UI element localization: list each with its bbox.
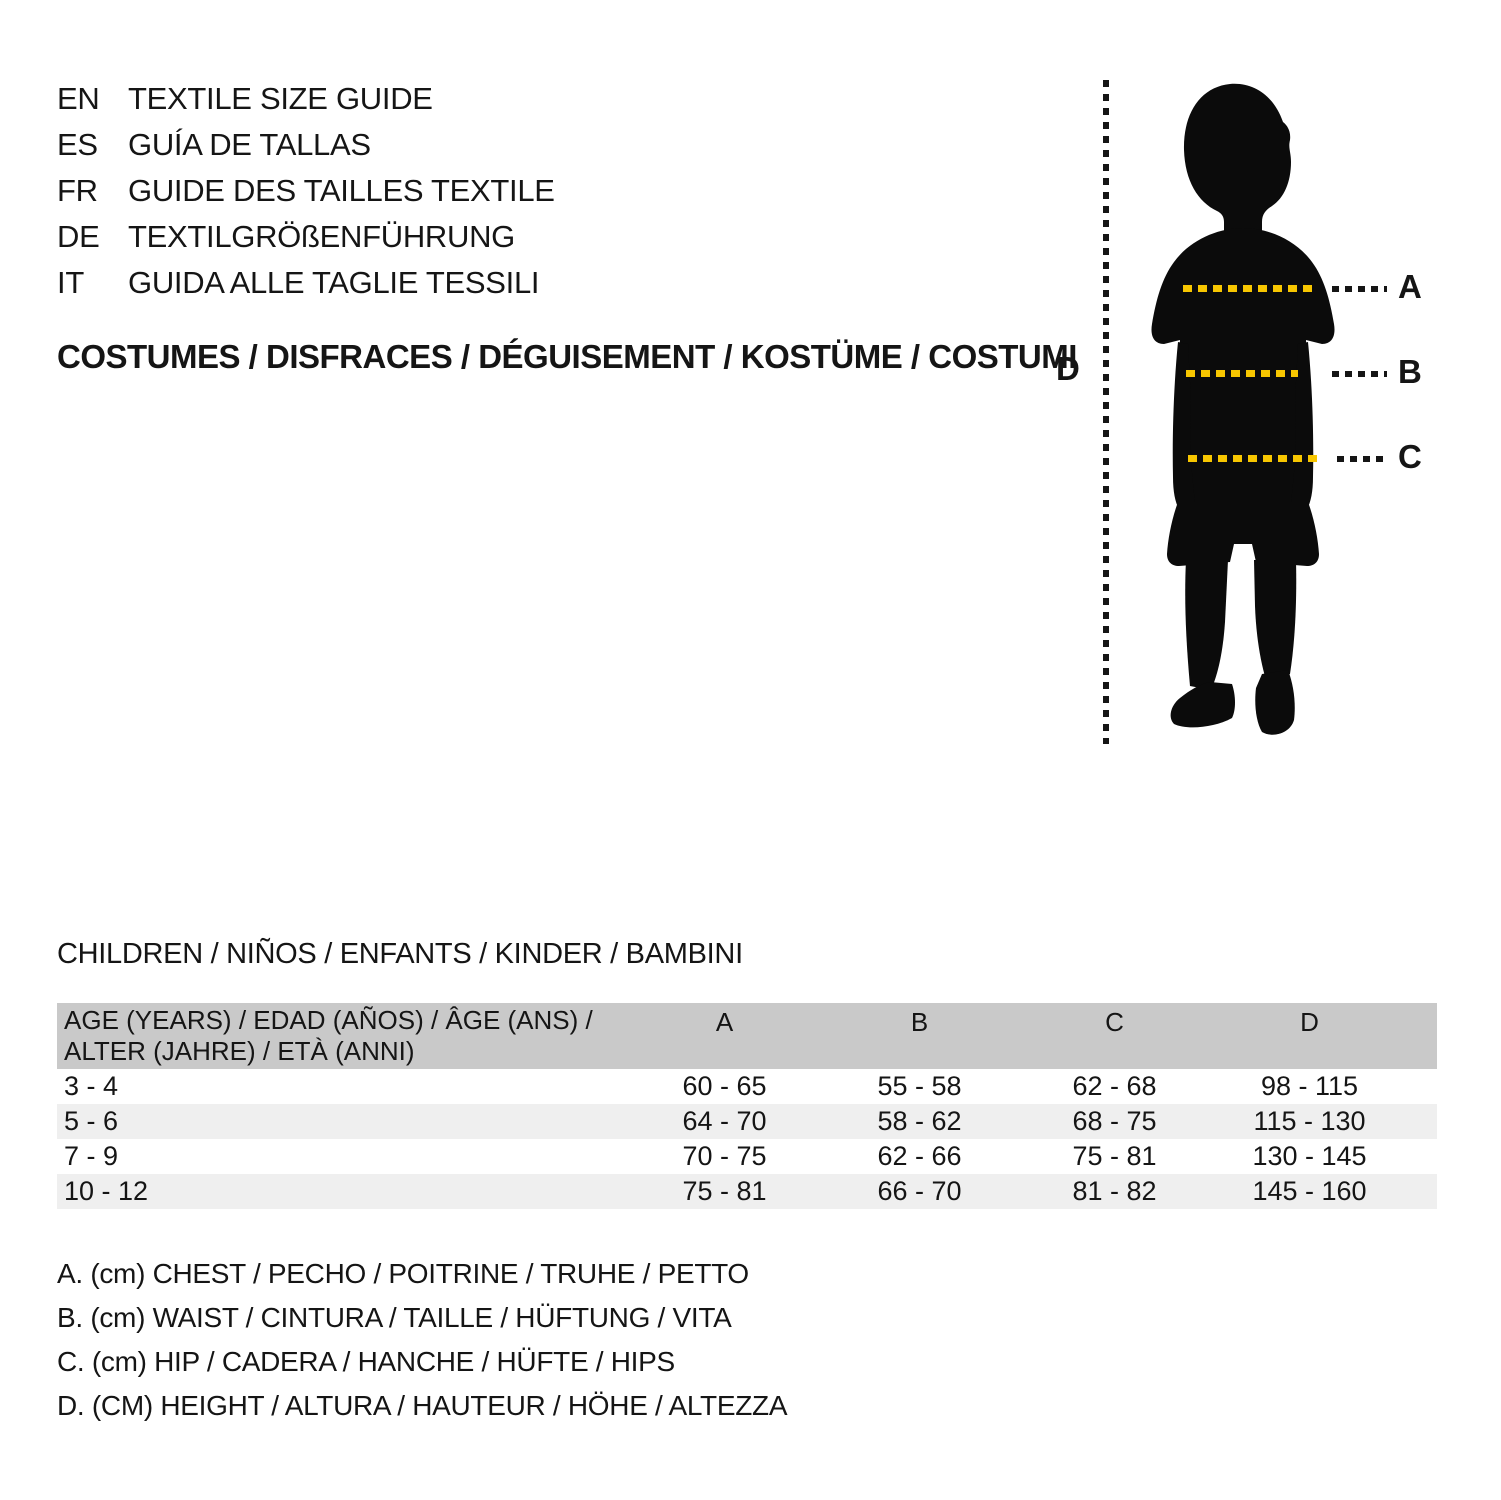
legend-chest: A. (cm) CHEST / PECHO / POITRINE / TRUHE… (57, 1258, 749, 1289)
hip-cell: 62 - 68 (1072, 1071, 1157, 1101)
silhouette-shorts (1167, 502, 1319, 566)
category-title: COSTUMES / DISFRACES / DÉGUISEMENT / KOS… (57, 338, 1077, 375)
waist-cell: 62 - 66 (877, 1141, 962, 1171)
hip-leader-line (1337, 456, 1387, 462)
size-table-body: 3 - 4 60 - 65 55 - 58 62 - 68 98 - 115 5… (57, 1069, 1437, 1209)
hip-measure-line (1188, 455, 1318, 462)
chest-cell: 64 - 70 (682, 1106, 767, 1136)
lang-row-de: DE TEXTILGRÖßENFÜHRUNG (57, 214, 555, 260)
chest-cell: 60 - 65 (682, 1071, 767, 1101)
legend-waist: B. (cm) WAIST / CINTURA / TAILLE / HÜFTU… (57, 1302, 732, 1333)
lang-label-de: TEXTILGRÖßENFÜHRUNG (128, 219, 515, 254)
age-cell: 3 - 4 (64, 1071, 119, 1101)
language-title-block: EN TEXTILE SIZE GUIDE ES GUÍA DE TALLAS … (57, 76, 555, 306)
hip-cell: 75 - 81 (1072, 1141, 1157, 1171)
legend-height: D. (CM) HEIGHT / ALTURA / HAUTEUR / HÖHE… (57, 1390, 788, 1421)
height-cell: 130 - 145 (1252, 1141, 1367, 1171)
lang-code-es: ES (57, 127, 98, 162)
height-cell: 115 - 130 (1253, 1106, 1366, 1136)
waist-leader-line (1332, 371, 1387, 377)
size-table: AGE (YEARS) / EDAD (AÑOS) / ÂGE (ANS) / … (57, 1003, 1437, 1209)
lang-code-en: EN (57, 81, 100, 116)
table-row: 3 - 4 60 - 65 55 - 58 62 - 68 98 - 115 (57, 1069, 1437, 1104)
column-header-d: D (1300, 1007, 1319, 1037)
lang-row-fr: FR GUIDE DES TAILLES TEXTILE (57, 168, 555, 214)
height-dotted-line (1103, 80, 1109, 744)
waist-measure-line (1186, 370, 1298, 377)
chest-leader-line (1332, 286, 1387, 292)
chest-cell: 75 - 81 (682, 1176, 767, 1206)
lang-label-fr: GUIDE DES TAILLES TEXTILE (128, 173, 555, 208)
age-header-line1: AGE (YEARS) / EDAD (AÑOS) / ÂGE (ANS) / (64, 1005, 593, 1035)
lang-code-de: DE (57, 219, 100, 254)
section-title-children: CHILDREN / NIÑOS / ENFANTS / KINDER / BA… (57, 938, 743, 970)
measurement-legend: A. (cm) CHEST / PECHO / POITRINE / TRUHE… (57, 1252, 788, 1428)
waist-cell: 58 - 62 (877, 1106, 962, 1136)
age-header-line2: ALTER (JAHRE) / ETÀ (ANNI) (64, 1036, 415, 1066)
age-cell: 10 - 12 (64, 1176, 149, 1206)
waist-cell: 55 - 58 (877, 1071, 962, 1101)
column-header-c: C (1105, 1007, 1124, 1037)
silhouette-right-leg (1254, 560, 1297, 680)
table-row: 5 - 6 64 - 70 58 - 62 68 - 75 115 - 130 (57, 1104, 1437, 1139)
legend-hip: C. (cm) HIP / CADERA / HANCHE / HÜFTE / … (57, 1346, 675, 1377)
lang-code-fr: FR (57, 173, 98, 208)
height-cell: 145 - 160 (1252, 1176, 1367, 1206)
child-silhouette (1151, 83, 1335, 735)
silhouette-left-shoe (1170, 682, 1235, 728)
silhouette-right-shoe (1255, 670, 1295, 735)
silhouette-right-arm (1290, 342, 1314, 515)
age-cell: 5 - 6 (64, 1106, 119, 1136)
age-header-cell: AGE (YEARS) / EDAD (AÑOS) / ÂGE (ANS) / … (57, 1005, 627, 1067)
lang-row-es: ES GUÍA DE TALLAS (57, 122, 555, 168)
chest-measure-line (1183, 285, 1315, 292)
marker-label-chest: A (1398, 268, 1422, 305)
silhouette-left-arm (1172, 342, 1196, 515)
marker-label-waist: B (1398, 353, 1422, 390)
waist-cell: 66 - 70 (877, 1176, 962, 1206)
lang-label-en: TEXTILE SIZE GUIDE (128, 81, 433, 116)
lang-label-it: GUIDA ALLE TAGLIE TESSILI (128, 265, 540, 300)
chest-cell: 70 - 75 (682, 1141, 767, 1171)
marker-label-height: D (1056, 350, 1080, 387)
column-header-b: B (910, 1007, 929, 1037)
hip-cell: 81 - 82 (1072, 1176, 1157, 1206)
column-header-a: A (715, 1007, 734, 1037)
marker-label-hip: C (1398, 438, 1422, 475)
silhouette-left-leg (1185, 560, 1228, 690)
height-cell: 98 - 115 (1260, 1071, 1359, 1101)
silhouette-head (1183, 83, 1291, 234)
age-cell: 7 - 9 (64, 1141, 119, 1171)
lang-label-es: GUÍA DE TALLAS (128, 127, 371, 162)
lang-row-it: IT GUIDA ALLE TAGLIE TESSILI (57, 260, 555, 306)
hip-cell: 68 - 75 (1072, 1106, 1157, 1136)
lang-row-en: EN TEXTILE SIZE GUIDE (57, 76, 555, 122)
lang-code-it: IT (57, 265, 84, 300)
table-row: 10 - 12 75 - 81 66 - 70 81 - 82 145 - 16… (57, 1174, 1437, 1209)
size-table-header: AGE (YEARS) / EDAD (AÑOS) / ÂGE (ANS) / … (57, 1003, 1437, 1069)
table-row: 7 - 9 70 - 75 62 - 66 75 - 81 130 - 145 (57, 1139, 1437, 1174)
